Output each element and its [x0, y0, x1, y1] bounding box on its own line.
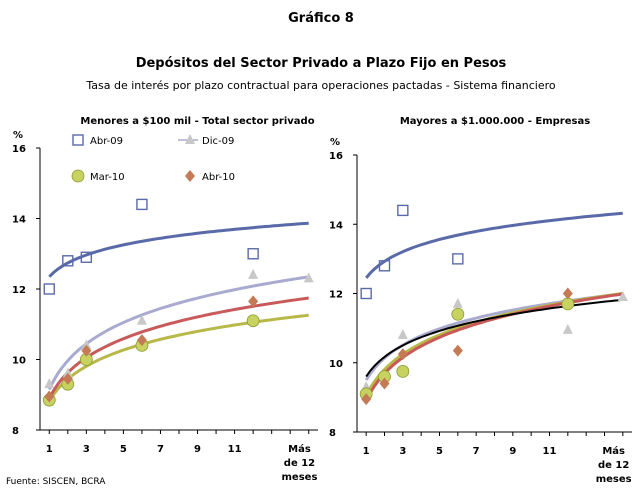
right-point-Mar-10 [396, 365, 410, 378]
legend-marker-Abr-09 [72, 134, 84, 146]
legend-label-Mar-10: Mar-10 [90, 172, 125, 183]
legend-label-Abr-09: Abr-09 [90, 136, 123, 147]
legend-label-Dic-09: Dic-09 [202, 136, 234, 147]
right-y-tick-label: 16 [329, 151, 343, 162]
left-point-Abr-09 [62, 255, 74, 267]
right-point-Dic-09 [452, 297, 463, 308]
right-fit-line-Abr-10 [364, 292, 624, 402]
right-x-tick-label: 11 [543, 446, 557, 457]
left-x-tick-label: 7 [157, 444, 164, 455]
right-fit-line-all [365, 298, 623, 378]
left-x-tick-label-part: Más [288, 443, 311, 455]
left-x-tick-label: 3 [83, 444, 90, 455]
left-point-Abr-09 [43, 283, 55, 295]
left-fit-line-Dic-09 [47, 275, 309, 391]
right-point-Abr-10 [397, 348, 408, 361]
right-point-Dic-09 [397, 329, 408, 340]
right-y-tick-label: 12 [329, 290, 343, 301]
left-point-Dic-09 [136, 314, 147, 325]
legend-marker-Abr-10 [185, 170, 195, 182]
left-y-tick-label: 16 [12, 144, 26, 155]
left-point-Abr-10 [44, 390, 55, 403]
right-point-Abr-10 [361, 393, 372, 406]
right-point-Abr-09 [397, 204, 409, 217]
left-y-unit-label: % [13, 130, 23, 141]
left-x-tick-label-part: de 12 [284, 458, 315, 469]
right-point-Dic-09 [562, 323, 573, 334]
right-point-Abr-09 [452, 253, 464, 265]
source-note: Fuente: SISCEN, BCRA [6, 477, 106, 487]
panel-left-title: Menores a $100 mil - Total sector privad… [80, 116, 315, 127]
left-point-Dic-09 [303, 272, 314, 283]
right-fit-line-Abr-09 [365, 211, 623, 279]
right-point-Mar-10 [451, 307, 465, 321]
left-point-Dic-09 [62, 367, 73, 378]
left-point-Dic-09 [248, 268, 259, 279]
legend-marker-Dic-09 [185, 134, 195, 144]
right-point-Abr-09 [360, 287, 372, 300]
left-point-Mar-10 [246, 314, 260, 328]
right-x-tick-label-part: Más [602, 445, 625, 457]
right-y-tick-label: 10 [329, 359, 343, 370]
right-point-Abr-10 [379, 377, 390, 390]
panel-right-title: Mayores a $1.000.000 - Empresas [399, 116, 591, 127]
left-point-Abr-09 [80, 251, 93, 263]
left-y-tick-label: 14 [12, 215, 26, 226]
right-x-tick-label: 5 [436, 446, 443, 457]
chart-title: Depósitos del Sector Privado a Plazo Fij… [135, 56, 507, 71]
right-y-unit-label: % [330, 137, 340, 148]
left-point-Abr-09 [136, 198, 148, 211]
left-y-tick-label: 10 [12, 356, 26, 367]
right-x-tick-label: 7 [473, 446, 480, 457]
chart-subtitle: Tasa de interés por plazo contractual pa… [86, 79, 556, 92]
right-point-Abr-10 [452, 344, 463, 357]
right-x-tick-label-part: de 12 [598, 460, 629, 471]
left-point-Abr-10 [62, 372, 73, 385]
figure-label: Gráfico 8 [288, 11, 354, 26]
left-point-Abr-10 [81, 344, 92, 357]
left-x-tick-label: 1 [46, 444, 53, 455]
right-y-tick-label: 8 [329, 428, 336, 439]
left-point-Abr-10 [248, 295, 259, 308]
right-y-tick-label: 14 [329, 220, 343, 231]
legend-label-Abr-10: Abr-10 [202, 172, 235, 183]
left-x-tick-label: 11 [228, 444, 242, 455]
right-point-Dic-09 [617, 290, 628, 301]
left-x-tick-label: 5 [120, 444, 127, 455]
left-fit-line-Abr-09 [48, 221, 309, 278]
left-y-tick-label: 12 [12, 285, 26, 296]
right-x-tick-label-part: meses [596, 474, 632, 485]
right-point-Mar-10 [561, 297, 575, 311]
left-x-tick-label-part: meses [282, 472, 318, 483]
legend-marker-Mar-10 [71, 169, 85, 183]
right-x-tick-label: 1 [363, 446, 370, 457]
right-point-Abr-09 [378, 260, 391, 272]
right-point-Abr-10 [562, 287, 573, 300]
right-x-tick-label: 9 [509, 446, 516, 457]
left-fit-line-Mar-10 [48, 313, 309, 402]
left-x-tick-label: 9 [194, 444, 201, 455]
right-x-tick-label: 3 [399, 446, 406, 457]
left-point-Abr-10 [136, 334, 147, 347]
left-y-tick-label: 8 [12, 426, 19, 437]
left-point-Dic-09 [81, 339, 92, 350]
left-point-Dic-09 [44, 378, 55, 389]
left-fit-line-Abr-10 [47, 296, 309, 400]
left-point-Abr-09 [247, 248, 259, 260]
